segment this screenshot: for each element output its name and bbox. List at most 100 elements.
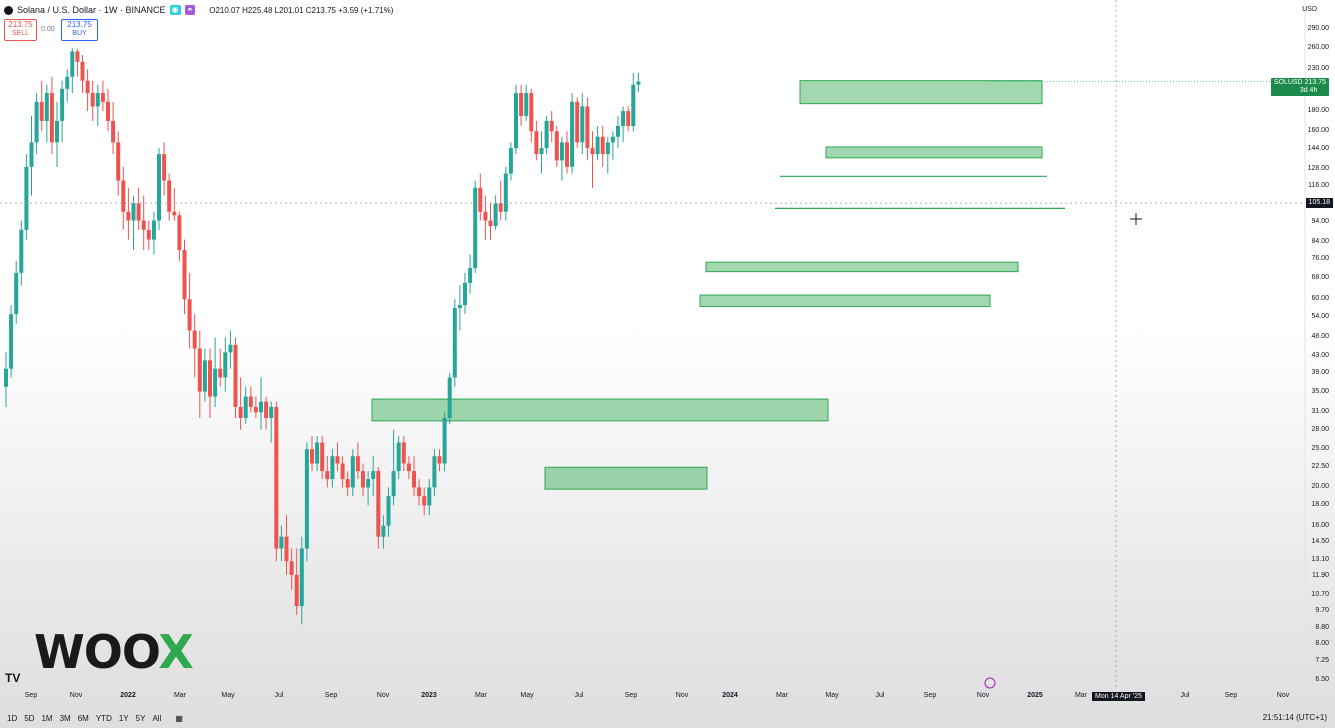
candle-body bbox=[95, 93, 100, 107]
candle-body bbox=[85, 80, 90, 94]
buy-label: BUY bbox=[72, 30, 87, 37]
candle-body bbox=[350, 456, 355, 488]
symbol-title[interactable]: Solana / U.S. Dollar · 1W · BINANCE bbox=[17, 5, 166, 15]
currency-label[interactable]: USD bbox=[1302, 6, 1317, 13]
candle-body bbox=[529, 93, 534, 132]
time-tick: 2022 bbox=[120, 692, 136, 699]
time-tick: Mar bbox=[1074, 692, 1088, 699]
price-tick: 28.00 bbox=[1311, 425, 1329, 433]
time-tick: Nov bbox=[1276, 692, 1290, 699]
candle-body bbox=[208, 360, 212, 397]
candle-body bbox=[315, 442, 320, 464]
time-tick: Nov bbox=[376, 692, 390, 699]
price-tick: 94.00 bbox=[1311, 218, 1329, 226]
candle-body bbox=[100, 93, 105, 102]
candle-body bbox=[75, 51, 80, 62]
candle-body bbox=[488, 220, 493, 227]
candle-body bbox=[559, 142, 564, 161]
timeframe-5d-button[interactable]: 5D bbox=[24, 713, 35, 723]
buy-button[interactable]: 213.75 BUY bbox=[61, 19, 98, 41]
time-tick: Jul bbox=[574, 692, 584, 699]
candle-body bbox=[478, 187, 483, 212]
timeframe-1y-button[interactable]: 1Y bbox=[118, 713, 129, 723]
support-zone bbox=[544, 466, 708, 490]
time-tick: Jul bbox=[274, 692, 284, 699]
candle-body bbox=[575, 101, 580, 143]
candle-body bbox=[39, 101, 44, 121]
candle-body bbox=[539, 148, 544, 155]
price-tick: 48.00 bbox=[1311, 333, 1329, 341]
price-tick: 128.00 bbox=[1307, 165, 1329, 173]
symbol-tag: SOLUSD bbox=[1273, 78, 1303, 86]
candle-body bbox=[90, 93, 95, 107]
candle-body bbox=[442, 417, 447, 464]
price-tick: 10.70 bbox=[1311, 590, 1329, 598]
candle-body bbox=[157, 154, 161, 221]
candle-body bbox=[19, 229, 24, 273]
candle-body bbox=[605, 142, 610, 155]
candle-body bbox=[299, 548, 304, 607]
candle-body bbox=[146, 229, 151, 240]
candle-body bbox=[422, 496, 427, 506]
candle-body bbox=[473, 187, 478, 269]
time-tick: Jul bbox=[875, 692, 885, 699]
price-tick: 116.00 bbox=[1308, 182, 1329, 190]
sell-button[interactable]: 213.75 SELL bbox=[4, 19, 37, 41]
last-price: 213.75 bbox=[1304, 78, 1326, 86]
timeframe-6m-button[interactable]: 6M bbox=[77, 713, 89, 723]
support-zone bbox=[799, 80, 1043, 105]
support-zone bbox=[699, 294, 991, 308]
price-tick: 180.00 bbox=[1307, 107, 1329, 115]
time-tick: Sep bbox=[24, 692, 38, 699]
data-link-icon[interactable]: ⚭ bbox=[184, 5, 196, 15]
price-tick: 8.80 bbox=[1315, 624, 1329, 632]
price-tick: 260.00 bbox=[1307, 44, 1329, 52]
candle-body bbox=[111, 120, 116, 143]
candle-body bbox=[565, 142, 569, 167]
crosshair-cursor-icon bbox=[1130, 213, 1142, 225]
candle-body bbox=[503, 173, 508, 212]
candle-body bbox=[452, 308, 457, 378]
candle-body bbox=[136, 203, 141, 221]
candle-body bbox=[335, 456, 340, 464]
price-tick: 20.00 bbox=[1311, 483, 1329, 491]
candle-body bbox=[549, 120, 554, 132]
candle-body bbox=[177, 215, 182, 250]
candle-body bbox=[197, 348, 202, 392]
timeframe-ytd-button[interactable]: YTD bbox=[95, 713, 112, 723]
timeframe-all-button[interactable]: All bbox=[152, 713, 162, 723]
clock[interactable]: 21:51:14 (UTC+1) bbox=[1262, 713, 1327, 722]
candle-body bbox=[610, 136, 615, 143]
candle-body bbox=[80, 61, 85, 81]
price-tick: 11.90 bbox=[1312, 572, 1329, 580]
timeframe-1m-button[interactable]: 1M bbox=[41, 713, 53, 723]
timeframe-1d-button[interactable]: 1D bbox=[7, 713, 18, 723]
candle-body bbox=[151, 220, 156, 240]
tradingview-logo-icon[interactable]: TV bbox=[5, 671, 21, 685]
candle-body bbox=[468, 268, 473, 283]
time-tick: Mar bbox=[173, 692, 187, 699]
candle-body bbox=[24, 166, 29, 230]
timeframe-3m-button[interactable]: 3M bbox=[59, 713, 71, 723]
candle-body bbox=[49, 93, 54, 143]
candle-body bbox=[116, 142, 121, 181]
price-tick: 160.00 bbox=[1307, 127, 1329, 135]
candle-body bbox=[253, 406, 258, 413]
date-range-icon[interactable]: ▦ bbox=[175, 713, 183, 723]
price-tick: 39.00 bbox=[1311, 369, 1329, 377]
candle-body bbox=[106, 101, 110, 121]
candle-body bbox=[264, 401, 269, 418]
timeframe-5y-button[interactable]: 5Y bbox=[135, 713, 146, 723]
price-tick: 230.00 bbox=[1307, 65, 1329, 73]
candle-body bbox=[238, 406, 243, 418]
market-status-icon[interactable]: ◉ bbox=[169, 5, 181, 15]
candle-body bbox=[391, 471, 396, 497]
candle-body bbox=[223, 352, 228, 378]
candle-body bbox=[4, 368, 8, 387]
candle-body bbox=[427, 487, 432, 506]
candle-body bbox=[34, 101, 39, 143]
candle-body bbox=[616, 126, 620, 137]
candle-body bbox=[355, 456, 360, 472]
candle-body bbox=[457, 305, 462, 309]
